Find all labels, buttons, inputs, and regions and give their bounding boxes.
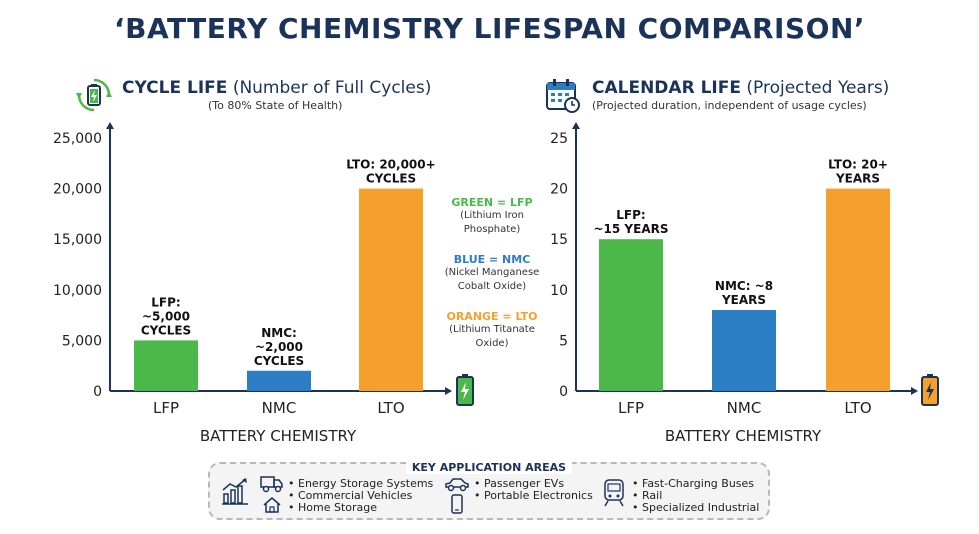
calendar-life-subtitle: (Projected duration, independent of usag… [592, 99, 867, 112]
delivery-truck-icon [260, 476, 283, 493]
smartphone-icon [451, 494, 463, 514]
y-tick-label: 15 [550, 232, 568, 248]
legend-desc-line: Oxide) [475, 338, 509, 349]
growth-chart-icon [222, 478, 248, 505]
bar-lto [359, 188, 423, 391]
y-tick-label: 10 [550, 283, 568, 299]
y-tick-label: 15,000 [53, 232, 102, 248]
y-tick-label: 20 [550, 182, 568, 198]
calendar-life-title-rest: (Projected Years) [746, 78, 890, 98]
x-tick-label: LFP [618, 399, 644, 417]
data-label: NMC: [261, 326, 297, 340]
application-item: Home Storage [288, 502, 433, 514]
legend-key: BLUE = NMC [453, 253, 531, 266]
x-tick-label: NMC [727, 399, 762, 417]
x-axis-title: BATTERY CHEMISTRY [200, 427, 357, 445]
y-axis-arrowhead [572, 122, 580, 129]
data-label: CYCLES [254, 354, 304, 368]
battery-icon [456, 374, 474, 406]
calendar-life-title: CALENDAR LIFE [592, 78, 741, 98]
legend-desc-line: (Lithium Titanate [449, 324, 535, 335]
y-tick-label: 0 [93, 384, 102, 400]
page-title: ‘BATTERY CHEMISTRY LIFESPAN COMPARISON’ [113, 12, 866, 45]
bar-lfp [599, 239, 663, 391]
application-areas-box: KEY APPLICATION AREAS Energy Storage Sys… [208, 461, 770, 520]
bar-nmc [712, 310, 776, 391]
x-tick-label: LTO [844, 399, 871, 417]
x-axis-title: BATTERY CHEMISTRY [665, 427, 822, 445]
application-item: Rail [632, 490, 759, 502]
application-group-1: Energy Storage Systems Commercial Vehicl… [288, 478, 433, 514]
application-item: Fast-Charging Buses [632, 478, 759, 490]
legend-item-lfp: GREEN = LFP (Lithium Iron Phosphate) [442, 196, 542, 237]
application-group-2: Passenger EVs Portable Electronics [474, 478, 593, 502]
legend-desc-line: (Nickel Manganese [444, 267, 540, 278]
legend-item-lto: ORANGE = LTO (Lithium Titanate Oxide) [442, 310, 542, 351]
bar-lfp [134, 340, 198, 391]
data-label: LFP: [616, 208, 645, 222]
data-label: CYCLES [366, 172, 416, 186]
legend-key: GREEN = LFP [451, 196, 533, 209]
train-icon [604, 479, 624, 507]
data-label: CYCLES [141, 323, 191, 337]
y-tick-label: 20,000 [53, 182, 102, 198]
data-label: LTO: 20,000+ [346, 158, 435, 172]
data-label: NMC: ~8 [715, 279, 773, 293]
bar-lto [826, 188, 890, 391]
legend-item-nmc: BLUE = NMC (Nickel Manganese Cobalt Oxid… [442, 253, 542, 294]
x-tick-label: LFP [153, 399, 179, 417]
x-tick-label: NMC [262, 399, 297, 417]
car-icon [445, 478, 469, 492]
bar-nmc [247, 370, 311, 391]
x-axis-arrowhead [445, 387, 452, 395]
data-label: YEARS [835, 172, 880, 186]
application-item: Passenger EVs [474, 478, 593, 490]
y-tick-label: 0 [559, 384, 568, 400]
data-label: ~15 YEARS [594, 222, 669, 236]
y-tick-label: 5 [559, 333, 568, 349]
cycle-life-subtitle: (To 80% State of Health) [208, 99, 343, 112]
application-item: Commercial Vehicles [288, 490, 433, 502]
house-icon [263, 497, 281, 513]
legend-desc-line: Phosphate) [463, 224, 521, 235]
data-label: ~5,000 [142, 309, 190, 323]
cycle-life-header: CYCLE LIFE (Number of Full Cycles) (To 8… [122, 78, 431, 112]
y-tick-label: 10,000 [53, 283, 102, 299]
application-areas-title: KEY APPLICATION AREAS [405, 461, 573, 474]
application-item: Specialized Industrial [632, 502, 759, 514]
application-group-3: Fast-Charging Buses Rail Specialized Ind… [632, 478, 759, 514]
data-label: LFP: [151, 295, 180, 309]
cycle-life-title-rest: (Number of Full Cycles) [232, 78, 432, 98]
data-label: LTO: 20+ [828, 158, 888, 172]
legend-desc-line: Cobalt Oxide) [457, 281, 527, 292]
application-item: Energy Storage Systems [288, 478, 433, 490]
calendar-life-header: CALENDAR LIFE (Projected Years) (Project… [592, 78, 889, 112]
calendar-icon [546, 79, 580, 113]
y-tick-label: 5,000 [62, 333, 102, 349]
cycle-life-title: CYCLE LIFE [122, 78, 228, 98]
recycle-battery-icon [76, 78, 112, 112]
data-label: ~2,000 [255, 340, 303, 354]
legend-key: ORANGE = LTO [446, 310, 538, 323]
data-label: YEARS [721, 293, 766, 307]
x-tick-label: LTO [377, 399, 404, 417]
chart-legend: GREEN = LFP (Lithium Iron Phosphate) BLU… [442, 196, 542, 367]
y-axis-arrowhead [106, 122, 114, 129]
x-axis-arrowhead [911, 387, 918, 395]
y-tick-label: 25,000 [53, 131, 102, 147]
y-tick-label: 25 [550, 131, 568, 147]
battery-icon [921, 374, 939, 406]
legend-desc-line: (Lithium Iron [460, 210, 524, 221]
application-item: Portable Electronics [474, 490, 593, 502]
